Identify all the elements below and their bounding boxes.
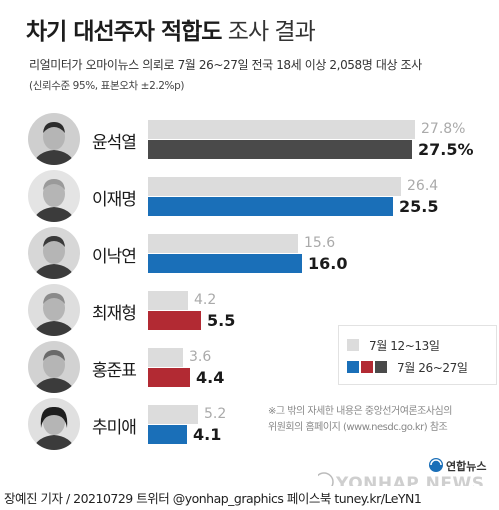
chart-title-bold: 차기 대선주자 적합도 xyxy=(26,19,222,45)
bar-previous xyxy=(148,291,188,310)
value-label-previous: 5.2 xyxy=(204,406,227,422)
candidate-row: 윤석열 27.8% 27.5% xyxy=(0,113,499,171)
candidate-portrait xyxy=(28,227,80,279)
candidate-portrait xyxy=(28,170,80,222)
bar-current xyxy=(148,140,412,159)
legend-item-previous: 7월 12~13일 xyxy=(347,338,440,353)
value-label-current: 25.5 xyxy=(399,197,439,216)
bar-previous xyxy=(148,120,415,139)
candidate-name: 최재형 xyxy=(92,304,137,324)
candidate-row: 이재명 26.4 25.5 xyxy=(0,170,499,228)
candidate-name: 이재명 xyxy=(92,190,137,210)
chart-subtitle: 리얼미터가 오마이뉴스 의뢰로 7월 26~27일 전국 18세 이상 2,05… xyxy=(29,58,422,72)
candidate-portrait xyxy=(28,341,80,393)
margin-of-error-note: (신뢰수준 95%, 표본오차 ±2.2%p) xyxy=(29,80,185,92)
candidate-portrait xyxy=(28,284,80,336)
bar-current xyxy=(148,311,201,330)
bar-current xyxy=(148,368,190,387)
candidate-name: 윤석열 xyxy=(92,133,137,153)
bar-current xyxy=(148,425,187,444)
candidate-row: 추미애 5.2 4.1 xyxy=(0,398,499,456)
value-label-previous: 26.4 xyxy=(407,178,439,194)
value-label-current: 27.5% xyxy=(418,140,474,159)
candidate-name: 추미애 xyxy=(92,418,137,438)
legend-item-current: 7월 26~27일 xyxy=(347,360,468,375)
bar-previous xyxy=(148,177,401,196)
candidate-portrait xyxy=(28,398,80,450)
bar-current xyxy=(148,254,302,273)
footnote-line-1: ※그 밖의 자세한 내용은 중앙선거여론조사심의 xyxy=(268,406,452,417)
chart-title-light: 조사 결과 xyxy=(227,19,316,45)
bar-previous xyxy=(148,405,198,424)
footnote-line-2: 위원회의 홈페이지 (www.nesdc.go.kr) 참조 xyxy=(268,422,448,433)
value-label-previous: 15.6 xyxy=(304,235,336,251)
footer-credit: 장예진 기자 / 20210729 트위터 @yonhap_graphics 페… xyxy=(4,491,422,506)
legend-swatch-blue xyxy=(347,361,359,373)
value-label-current: 4.1 xyxy=(193,425,222,444)
value-label-current: 5.5 xyxy=(207,311,236,330)
legend-swatch-previous xyxy=(347,339,359,351)
value-label-previous: 4.2 xyxy=(194,292,217,308)
bar-previous xyxy=(148,348,183,367)
legend-swatch-red xyxy=(361,361,373,373)
legend: 7월 12~13일 7월 26~27일 xyxy=(338,325,497,385)
legend-label-previous: 7월 12~13일 xyxy=(369,338,440,353)
candidate-row: 이낙연 15.6 16.0 xyxy=(0,227,499,285)
footer: 장예진 기자 / 20210729 트위터 @yonhap_graphics 페… xyxy=(0,486,499,510)
candidate-name: 이낙연 xyxy=(92,247,137,267)
bar-previous xyxy=(148,234,298,253)
candidate-row: 홍준표 3.6 4.4 xyxy=(0,341,499,399)
candidate-row: 최재형 4.2 5.5 xyxy=(0,284,499,342)
value-label-previous: 27.8% xyxy=(421,121,466,137)
value-label-previous: 3.6 xyxy=(189,349,212,365)
value-label-current: 16.0 xyxy=(308,254,348,273)
bar-current xyxy=(148,197,393,216)
candidate-name: 홍준표 xyxy=(92,361,137,381)
value-label-current: 4.4 xyxy=(196,368,225,387)
candidate-portrait xyxy=(28,113,80,165)
chart-title: 차기 대선주자 적합도 조사 결과 xyxy=(26,12,316,46)
legend-label-current: 7월 26~27일 xyxy=(397,360,468,375)
legend-swatch-dark xyxy=(375,361,387,373)
logo-korean-text: 연합뉴스 xyxy=(446,459,486,473)
footnote: ※그 밖의 자세한 내용은 중앙선거여론조사심의 위원회의 홈페이지 (www.… xyxy=(268,404,496,436)
